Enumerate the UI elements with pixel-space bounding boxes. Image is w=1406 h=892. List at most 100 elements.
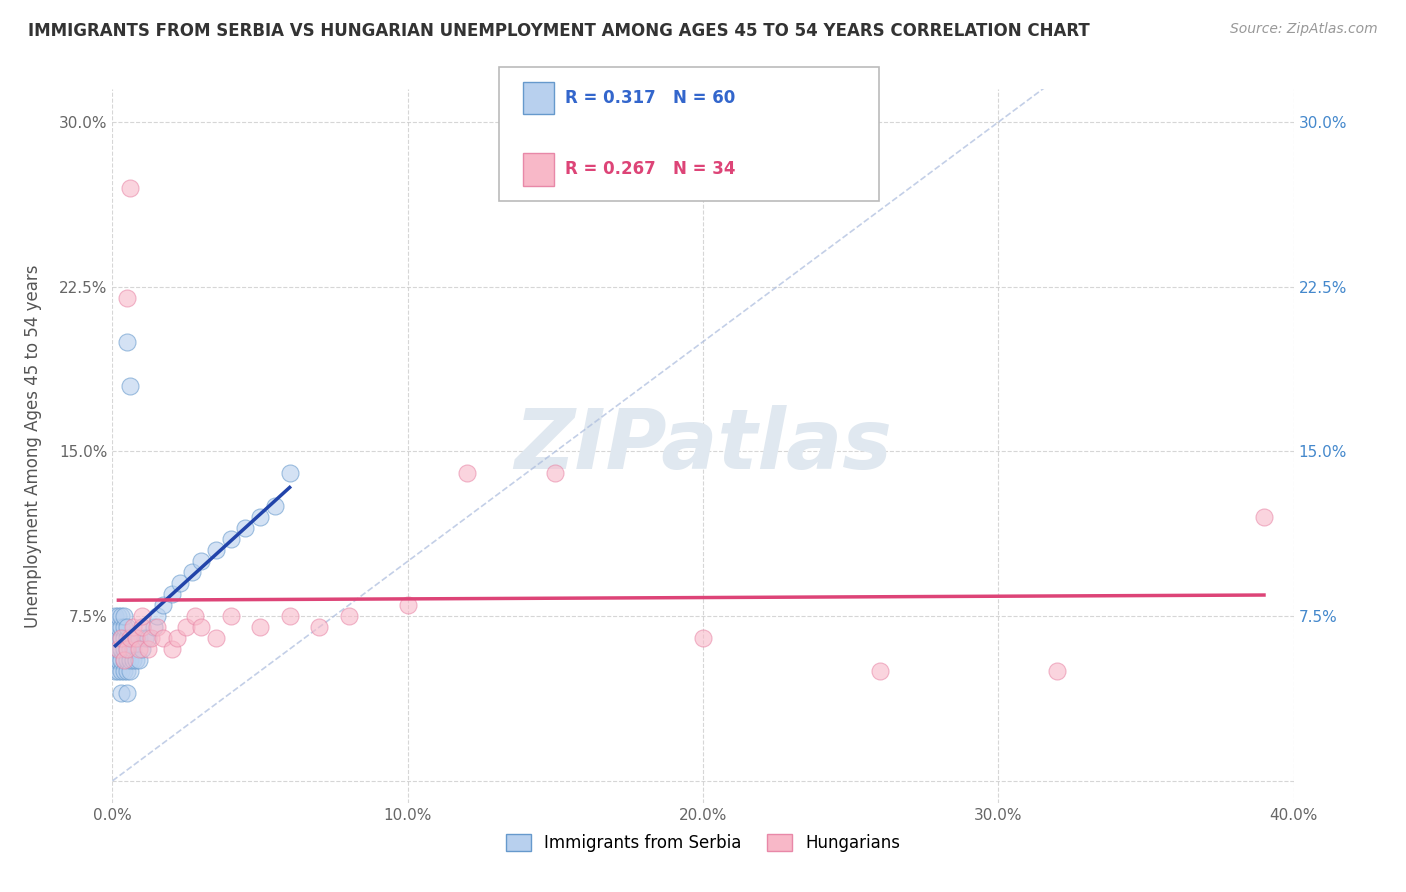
Point bbox=[112, 620, 135, 634]
Point bbox=[396, 598, 419, 612]
Text: ZIPatlas: ZIPatlas bbox=[515, 406, 891, 486]
Point bbox=[112, 642, 135, 657]
Point bbox=[456, 467, 478, 481]
Y-axis label: Unemployment Among Ages 45 to 54 years: Unemployment Among Ages 45 to 54 years bbox=[24, 264, 42, 628]
Point bbox=[107, 620, 129, 634]
Point bbox=[264, 500, 287, 514]
Point bbox=[131, 620, 153, 634]
Point bbox=[104, 653, 127, 667]
Point bbox=[160, 642, 183, 657]
Point bbox=[278, 467, 301, 481]
Point bbox=[110, 620, 132, 634]
Point bbox=[117, 686, 138, 700]
Point bbox=[1253, 510, 1275, 524]
Point bbox=[117, 631, 138, 645]
Point bbox=[110, 642, 132, 657]
Text: IMMIGRANTS FROM SERBIA VS HUNGARIAN UNEMPLOYMENT AMONG AGES 45 TO 54 YEARS CORRE: IMMIGRANTS FROM SERBIA VS HUNGARIAN UNEM… bbox=[28, 22, 1090, 40]
Point bbox=[152, 631, 174, 645]
Text: R = 0.317   N = 60: R = 0.317 N = 60 bbox=[565, 89, 735, 107]
Point bbox=[169, 576, 191, 591]
Point bbox=[120, 181, 142, 195]
Point bbox=[128, 653, 150, 667]
Point bbox=[122, 642, 145, 657]
Point bbox=[184, 609, 207, 624]
Point bbox=[278, 609, 301, 624]
Point bbox=[110, 653, 132, 667]
Point bbox=[107, 642, 129, 657]
Point bbox=[110, 609, 132, 624]
Point bbox=[128, 631, 150, 645]
Point bbox=[112, 653, 135, 667]
Point bbox=[249, 510, 271, 524]
Point bbox=[117, 642, 138, 657]
Point bbox=[131, 620, 153, 634]
Point bbox=[205, 631, 228, 645]
Point bbox=[117, 642, 138, 657]
Point bbox=[110, 631, 132, 645]
Point bbox=[869, 664, 891, 678]
Point bbox=[120, 378, 142, 392]
Point bbox=[104, 620, 127, 634]
Point bbox=[131, 609, 153, 624]
Point bbox=[120, 653, 142, 667]
Point bbox=[190, 554, 212, 568]
Point bbox=[125, 631, 148, 645]
Point bbox=[120, 664, 142, 678]
Point bbox=[104, 631, 127, 645]
Point bbox=[125, 653, 148, 667]
Point bbox=[117, 653, 138, 667]
Point bbox=[308, 620, 330, 634]
Point bbox=[134, 631, 156, 645]
Point bbox=[107, 664, 129, 678]
Point bbox=[112, 653, 135, 667]
Point bbox=[117, 334, 138, 349]
Point bbox=[117, 620, 138, 634]
Point bbox=[120, 631, 142, 645]
Point bbox=[136, 631, 159, 645]
Point bbox=[107, 609, 129, 624]
Point bbox=[122, 653, 145, 667]
Point bbox=[112, 631, 135, 645]
Point bbox=[107, 642, 129, 657]
Legend: Immigrants from Serbia, Hungarians: Immigrants from Serbia, Hungarians bbox=[499, 827, 907, 859]
Point bbox=[112, 609, 135, 624]
Point bbox=[139, 631, 162, 645]
Point bbox=[146, 620, 169, 634]
Point bbox=[110, 631, 132, 645]
Point bbox=[692, 631, 714, 645]
Point bbox=[112, 664, 135, 678]
Point bbox=[110, 664, 132, 678]
Point bbox=[110, 686, 132, 700]
Point bbox=[120, 642, 142, 657]
Point bbox=[104, 642, 127, 657]
Point bbox=[117, 664, 138, 678]
Point bbox=[131, 642, 153, 657]
Point bbox=[136, 642, 159, 657]
Point bbox=[1046, 664, 1069, 678]
Point bbox=[107, 653, 129, 667]
Point bbox=[219, 609, 242, 624]
Point bbox=[219, 533, 242, 547]
Point bbox=[104, 664, 127, 678]
Text: Source: ZipAtlas.com: Source: ZipAtlas.com bbox=[1230, 22, 1378, 37]
Text: R = 0.267   N = 34: R = 0.267 N = 34 bbox=[565, 161, 735, 178]
Point bbox=[142, 620, 165, 634]
Point bbox=[181, 566, 204, 580]
Point bbox=[122, 620, 145, 634]
Point bbox=[125, 631, 148, 645]
Point bbox=[544, 467, 567, 481]
Point bbox=[146, 609, 169, 624]
Point bbox=[117, 291, 138, 305]
Point bbox=[128, 642, 150, 657]
Point bbox=[174, 620, 197, 634]
Point bbox=[190, 620, 212, 634]
Point bbox=[249, 620, 271, 634]
Point bbox=[104, 609, 127, 624]
Point bbox=[166, 631, 188, 645]
Point bbox=[107, 631, 129, 645]
Point bbox=[337, 609, 360, 624]
Point bbox=[160, 587, 183, 601]
Point bbox=[152, 598, 174, 612]
Point bbox=[205, 543, 228, 558]
Point bbox=[233, 521, 256, 535]
